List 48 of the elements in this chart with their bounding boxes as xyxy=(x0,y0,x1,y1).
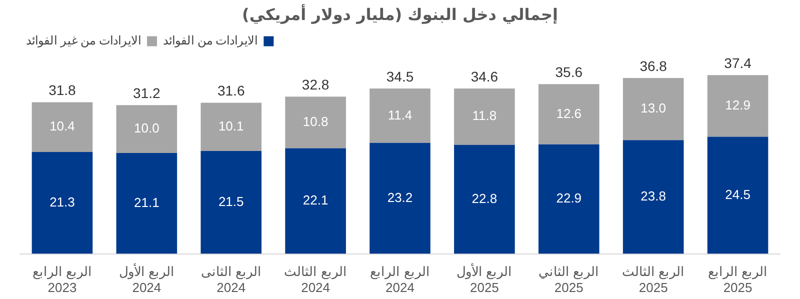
total-label: 34.5 xyxy=(386,68,414,84)
total-label: 37.4 xyxy=(724,54,752,71)
bar xyxy=(200,102,262,152)
bar xyxy=(707,136,768,254)
data-label: 10.8 xyxy=(302,114,328,129)
data-label: 22.1 xyxy=(302,192,328,208)
chart-title: إجمالي دخل البنوك (مليار دولار أمريكي) xyxy=(242,4,558,24)
data-label: 23.8 xyxy=(640,188,666,204)
legend-label: الايرادات من غير الفوائد xyxy=(26,34,141,48)
legend-label: الايرادات من الفوائد xyxy=(163,34,258,48)
data-label: 11.8 xyxy=(472,108,497,124)
bar xyxy=(116,105,178,153)
bar xyxy=(32,152,93,254)
bar xyxy=(454,88,515,145)
total-label: 32.8 xyxy=(302,76,330,92)
data-label: 22.8 xyxy=(472,190,498,206)
data-label: 23.2 xyxy=(387,190,413,205)
data-label: 22.9 xyxy=(556,190,582,206)
bar xyxy=(454,144,515,254)
data-label: 21.5 xyxy=(218,194,244,210)
data-label: 10.0 xyxy=(134,120,160,136)
bar xyxy=(285,96,346,148)
bar xyxy=(370,88,430,143)
bar xyxy=(538,144,600,254)
data-label: 12.9 xyxy=(725,97,750,112)
total-label: 31.6 xyxy=(217,82,245,99)
data-label: 13.0 xyxy=(640,100,666,116)
data-label: 21.3 xyxy=(50,194,75,210)
total-label: 31.2 xyxy=(133,85,161,102)
bar xyxy=(285,148,346,254)
bar xyxy=(707,75,768,137)
data-label: 21.1 xyxy=(134,194,160,210)
bar xyxy=(370,142,430,254)
data-label: 10.1 xyxy=(218,118,244,134)
data-label: 24.5 xyxy=(725,186,750,202)
bar xyxy=(116,152,178,254)
total-label: 35.6 xyxy=(555,64,583,80)
bar xyxy=(538,84,600,144)
bar xyxy=(32,102,93,152)
data-label: 12.6 xyxy=(556,106,582,121)
data-label: 11.4 xyxy=(388,107,412,122)
bar xyxy=(622,140,684,254)
bar xyxy=(200,151,262,254)
total-label: 31.8 xyxy=(48,82,76,98)
total-label: 34.6 xyxy=(470,68,498,84)
bar xyxy=(622,78,684,140)
data-label: 10.4 xyxy=(50,118,75,134)
total-label: 36.8 xyxy=(640,58,668,74)
